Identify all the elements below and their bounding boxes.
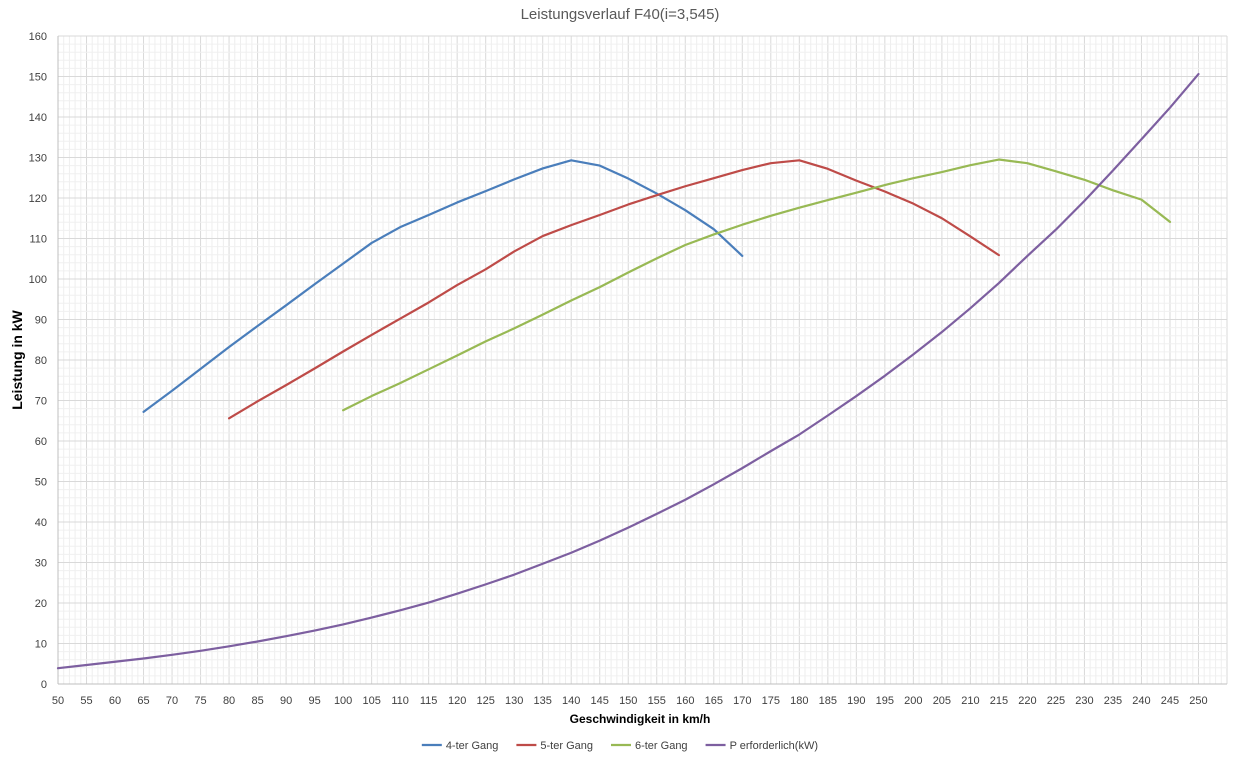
y-tick-label: 120: [29, 193, 47, 205]
x-tick-label: 100: [334, 695, 352, 707]
legend-label: 6-ter Gang: [635, 740, 688, 752]
x-tick-label: 230: [1075, 695, 1093, 707]
x-tick-label: 125: [477, 695, 495, 707]
y-tick-label: 60: [35, 436, 47, 448]
y-tick-label: 10: [35, 639, 47, 651]
legend-item: 6-ter Gang: [610, 740, 688, 752]
series-line: [342, 158, 1172, 412]
legend-label: 5-ter Gang: [540, 740, 593, 752]
series-line: [56, 72, 1200, 670]
y-axis-label: Leistung in kW: [9, 309, 25, 409]
x-tick-label: 130: [505, 695, 523, 707]
gridlines: [57, 35, 1228, 685]
x-tick-label: 90: [280, 695, 292, 707]
legend: 4-ter Gang 5-ter Gang 6-ter Gang P erforder…: [421, 740, 818, 752]
x-tick-label: 110: [391, 695, 409, 707]
y-tick-label: 70: [35, 396, 47, 408]
x-tick-label: 140: [562, 695, 580, 707]
y-tick-label: 90: [35, 315, 47, 327]
legend-item: 4-ter Gang: [421, 740, 499, 752]
x-axis-label: Geschwindigkeit in km/h: [570, 712, 711, 726]
x-tick-label: 200: [904, 695, 922, 707]
y-tick-label: 150: [29, 72, 47, 84]
x-tick-label: 210: [961, 695, 979, 707]
x-tick-label: 115: [420, 695, 438, 707]
x-tick-label: 205: [933, 695, 951, 707]
x-tick-label: 50: [52, 695, 64, 707]
chart-title: Leistungsverlauf F40(i=3,545): [521, 6, 720, 23]
x-tick-label: 80: [223, 695, 235, 707]
x-tick-label: 65: [137, 695, 149, 707]
x-tick-label: 190: [847, 695, 865, 707]
y-tick-label: 50: [35, 477, 47, 489]
legend-item: 5-ter Gang: [516, 740, 593, 752]
x-tick-label: 245: [1161, 695, 1179, 707]
series-lines: [56, 72, 1200, 670]
y-tick-label: 160: [29, 31, 47, 43]
x-tick-label: 85: [251, 695, 263, 707]
y-tick-label: 140: [29, 112, 47, 124]
series-line: [227, 159, 1000, 420]
y-tick-label: 110: [29, 234, 47, 246]
x-tick-label: 170: [733, 695, 751, 707]
x-tick-label: 175: [762, 695, 780, 707]
x-tick-label: 195: [876, 695, 894, 707]
x-tick-label: 70: [166, 695, 178, 707]
x-tick-label: 155: [648, 695, 666, 707]
x-tick-label: 120: [448, 695, 466, 707]
y-tick-label: 40: [35, 517, 47, 529]
y-tick-label: 80: [35, 355, 47, 367]
x-tick-label: 220: [1018, 695, 1036, 707]
x-tick-label: 75: [194, 695, 206, 707]
legend-label: P erforderlich(kW): [730, 740, 818, 752]
axes: 0 10 20 30 40 50 60 70 80 90 100 110 120 130 140 150 160…: [29, 31, 1227, 707]
x-tick-label: 235: [1104, 695, 1122, 707]
series-line: [142, 159, 744, 413]
x-tick-label: 250: [1189, 695, 1207, 707]
x-tick-label: 185: [819, 695, 837, 707]
x-tick-label: 165: [705, 695, 723, 707]
y-tick-label: 130: [29, 153, 47, 165]
x-tick-label: 145: [591, 695, 609, 707]
x-tick-label: 135: [534, 695, 552, 707]
x-tick-label: 215: [990, 695, 1008, 707]
x-tick-label: 60: [109, 695, 121, 707]
x-tick-label: 95: [308, 695, 320, 707]
y-tick-label: 20: [35, 598, 47, 610]
y-tick-label: 0: [41, 679, 47, 691]
legend-label: 4-ter Gang: [446, 740, 499, 752]
y-tick-label: 30: [35, 558, 47, 570]
legend-item: P erforderlich(kW): [705, 740, 818, 752]
x-tick-label: 105: [362, 695, 380, 707]
x-tick-label: 55: [80, 695, 92, 707]
x-tick-label: 150: [619, 695, 637, 707]
x-tick-label: 160: [676, 695, 694, 707]
x-tick-label: 225: [1047, 695, 1065, 707]
y-tick-label: 100: [29, 274, 47, 286]
x-tick-label: 180: [790, 695, 808, 707]
x-tick-label: 240: [1132, 695, 1150, 707]
